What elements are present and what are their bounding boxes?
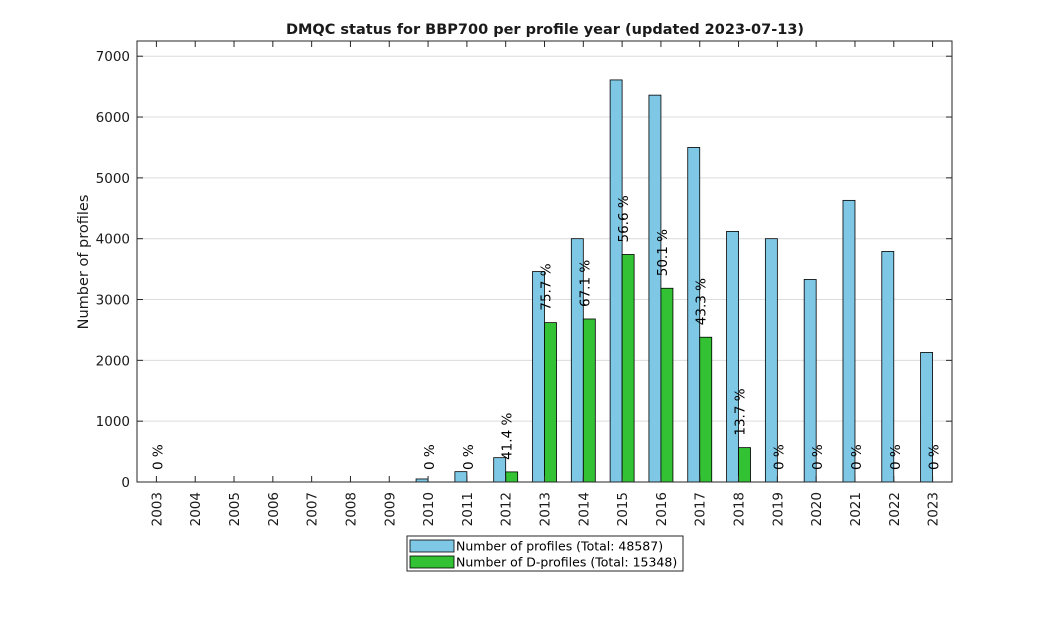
plot-frame — [136, 40, 953, 483]
x-tick-label-2017: 2017 — [693, 492, 709, 526]
pct-label-2010: 0 % — [422, 444, 438, 470]
legend-label-1: Number of D-profiles (Total: 15348) — [456, 555, 677, 570]
labels-layer: 0 % 0 % 0 % 41.4 % 75.7 % 67.1 % 56.6 % 50.1 % 4… — [150, 195, 942, 470]
pct-label-2013: 75.7 % — [539, 263, 555, 310]
x-tick-label-2022: 2022 — [887, 492, 903, 526]
bar-d-profiles-2014 — [582, 318, 596, 483]
pct-label-2020: 0 % — [810, 444, 826, 470]
x-tick-label-2007: 2007 — [305, 492, 321, 526]
x-tick-label-2012: 2012 — [499, 492, 515, 526]
bar-d-profiles-2015 — [621, 254, 635, 483]
x-tick-label-2016: 2016 — [654, 492, 670, 526]
bar-d-profiles-2018 — [738, 447, 751, 483]
x-tick-label-2014: 2014 — [576, 492, 592, 526]
pct-label-2017: 43.3 % — [694, 278, 710, 325]
x-tick-label-2009: 2009 — [382, 492, 398, 526]
pct-label-2016: 50.1 % — [655, 229, 671, 276]
x-tick-label-2004: 2004 — [188, 492, 204, 526]
x-tick-label-2020: 2020 — [809, 492, 825, 526]
y-tick-label: 2000 — [96, 353, 130, 369]
bar-profiles-2012 — [493, 457, 507, 483]
pct-label-2012: 41.4 % — [500, 413, 516, 460]
y-tick-label: 7000 — [96, 49, 130, 65]
pct-label-2023: 0 % — [927, 444, 943, 470]
bar-d-profiles-2013 — [544, 322, 557, 483]
bar-profiles-2018 — [726, 230, 739, 483]
legend: Number of profiles (Total: 48587)Number … — [406, 535, 684, 572]
pct-label-2022: 0 % — [888, 444, 904, 470]
x-tick-label-2011: 2011 — [460, 492, 476, 526]
bar-d-profiles-2012 — [505, 471, 519, 483]
axes-layer: 0 1000 2000 3000 4000 5000 6000 7000 2003 2004 200… — [96, 40, 953, 526]
pct-label-2014: 67.1 % — [577, 260, 593, 307]
x-tick-label-2015: 2015 — [615, 492, 631, 526]
x-tick-label-2010: 2010 — [421, 492, 437, 526]
x-tick-label-2023: 2023 — [926, 492, 942, 526]
bar-d-profiles-2017 — [699, 336, 713, 483]
x-tick-label-2018: 2018 — [732, 492, 748, 526]
y-axis-label: Number of profiles — [76, 195, 92, 330]
bar-profiles-2011 — [454, 471, 468, 483]
bar-d-profiles-2016 — [660, 287, 674, 483]
bar-profiles-2016 — [648, 94, 662, 483]
bar-profiles-2021 — [842, 199, 856, 483]
x-tick-label-2021: 2021 — [848, 492, 864, 526]
chart-title: DMQC status for BBP700 per profile year … — [286, 22, 804, 38]
x-tick-label-2006: 2006 — [266, 492, 282, 526]
y-tick-label: 4000 — [96, 232, 130, 248]
legend-swatch-1 — [409, 555, 455, 569]
pct-label-2021: 0 % — [849, 444, 865, 470]
pct-label-2015: 56.6 % — [616, 195, 632, 242]
y-tick-label: 1000 — [96, 414, 130, 430]
bars-layer — [415, 79, 933, 483]
y-tick-label: 0 — [121, 475, 130, 491]
pct-label-2019: 0 % — [771, 444, 787, 470]
legend-label-0: Number of profiles (Total: 48587) — [456, 539, 663, 554]
pct-label-2018: 13.7 % — [733, 388, 749, 435]
pct-label-2011: 0 % — [461, 444, 477, 470]
y-tick-label: 5000 — [96, 171, 130, 187]
x-tick-label-2003: 2003 — [149, 492, 165, 526]
y-tick-label: 6000 — [96, 110, 130, 126]
legend-swatch-0 — [409, 539, 455, 553]
x-tick-label-2019: 2019 — [770, 492, 786, 526]
x-tick-label-2005: 2005 — [227, 492, 243, 526]
x-tick-label-2013: 2013 — [538, 492, 554, 526]
bar-profiles-2015 — [609, 79, 623, 483]
y-tick-label: 3000 — [96, 293, 130, 309]
x-tick-label-2008: 2008 — [343, 492, 359, 526]
pct-label-2003: 0 % — [150, 444, 166, 470]
